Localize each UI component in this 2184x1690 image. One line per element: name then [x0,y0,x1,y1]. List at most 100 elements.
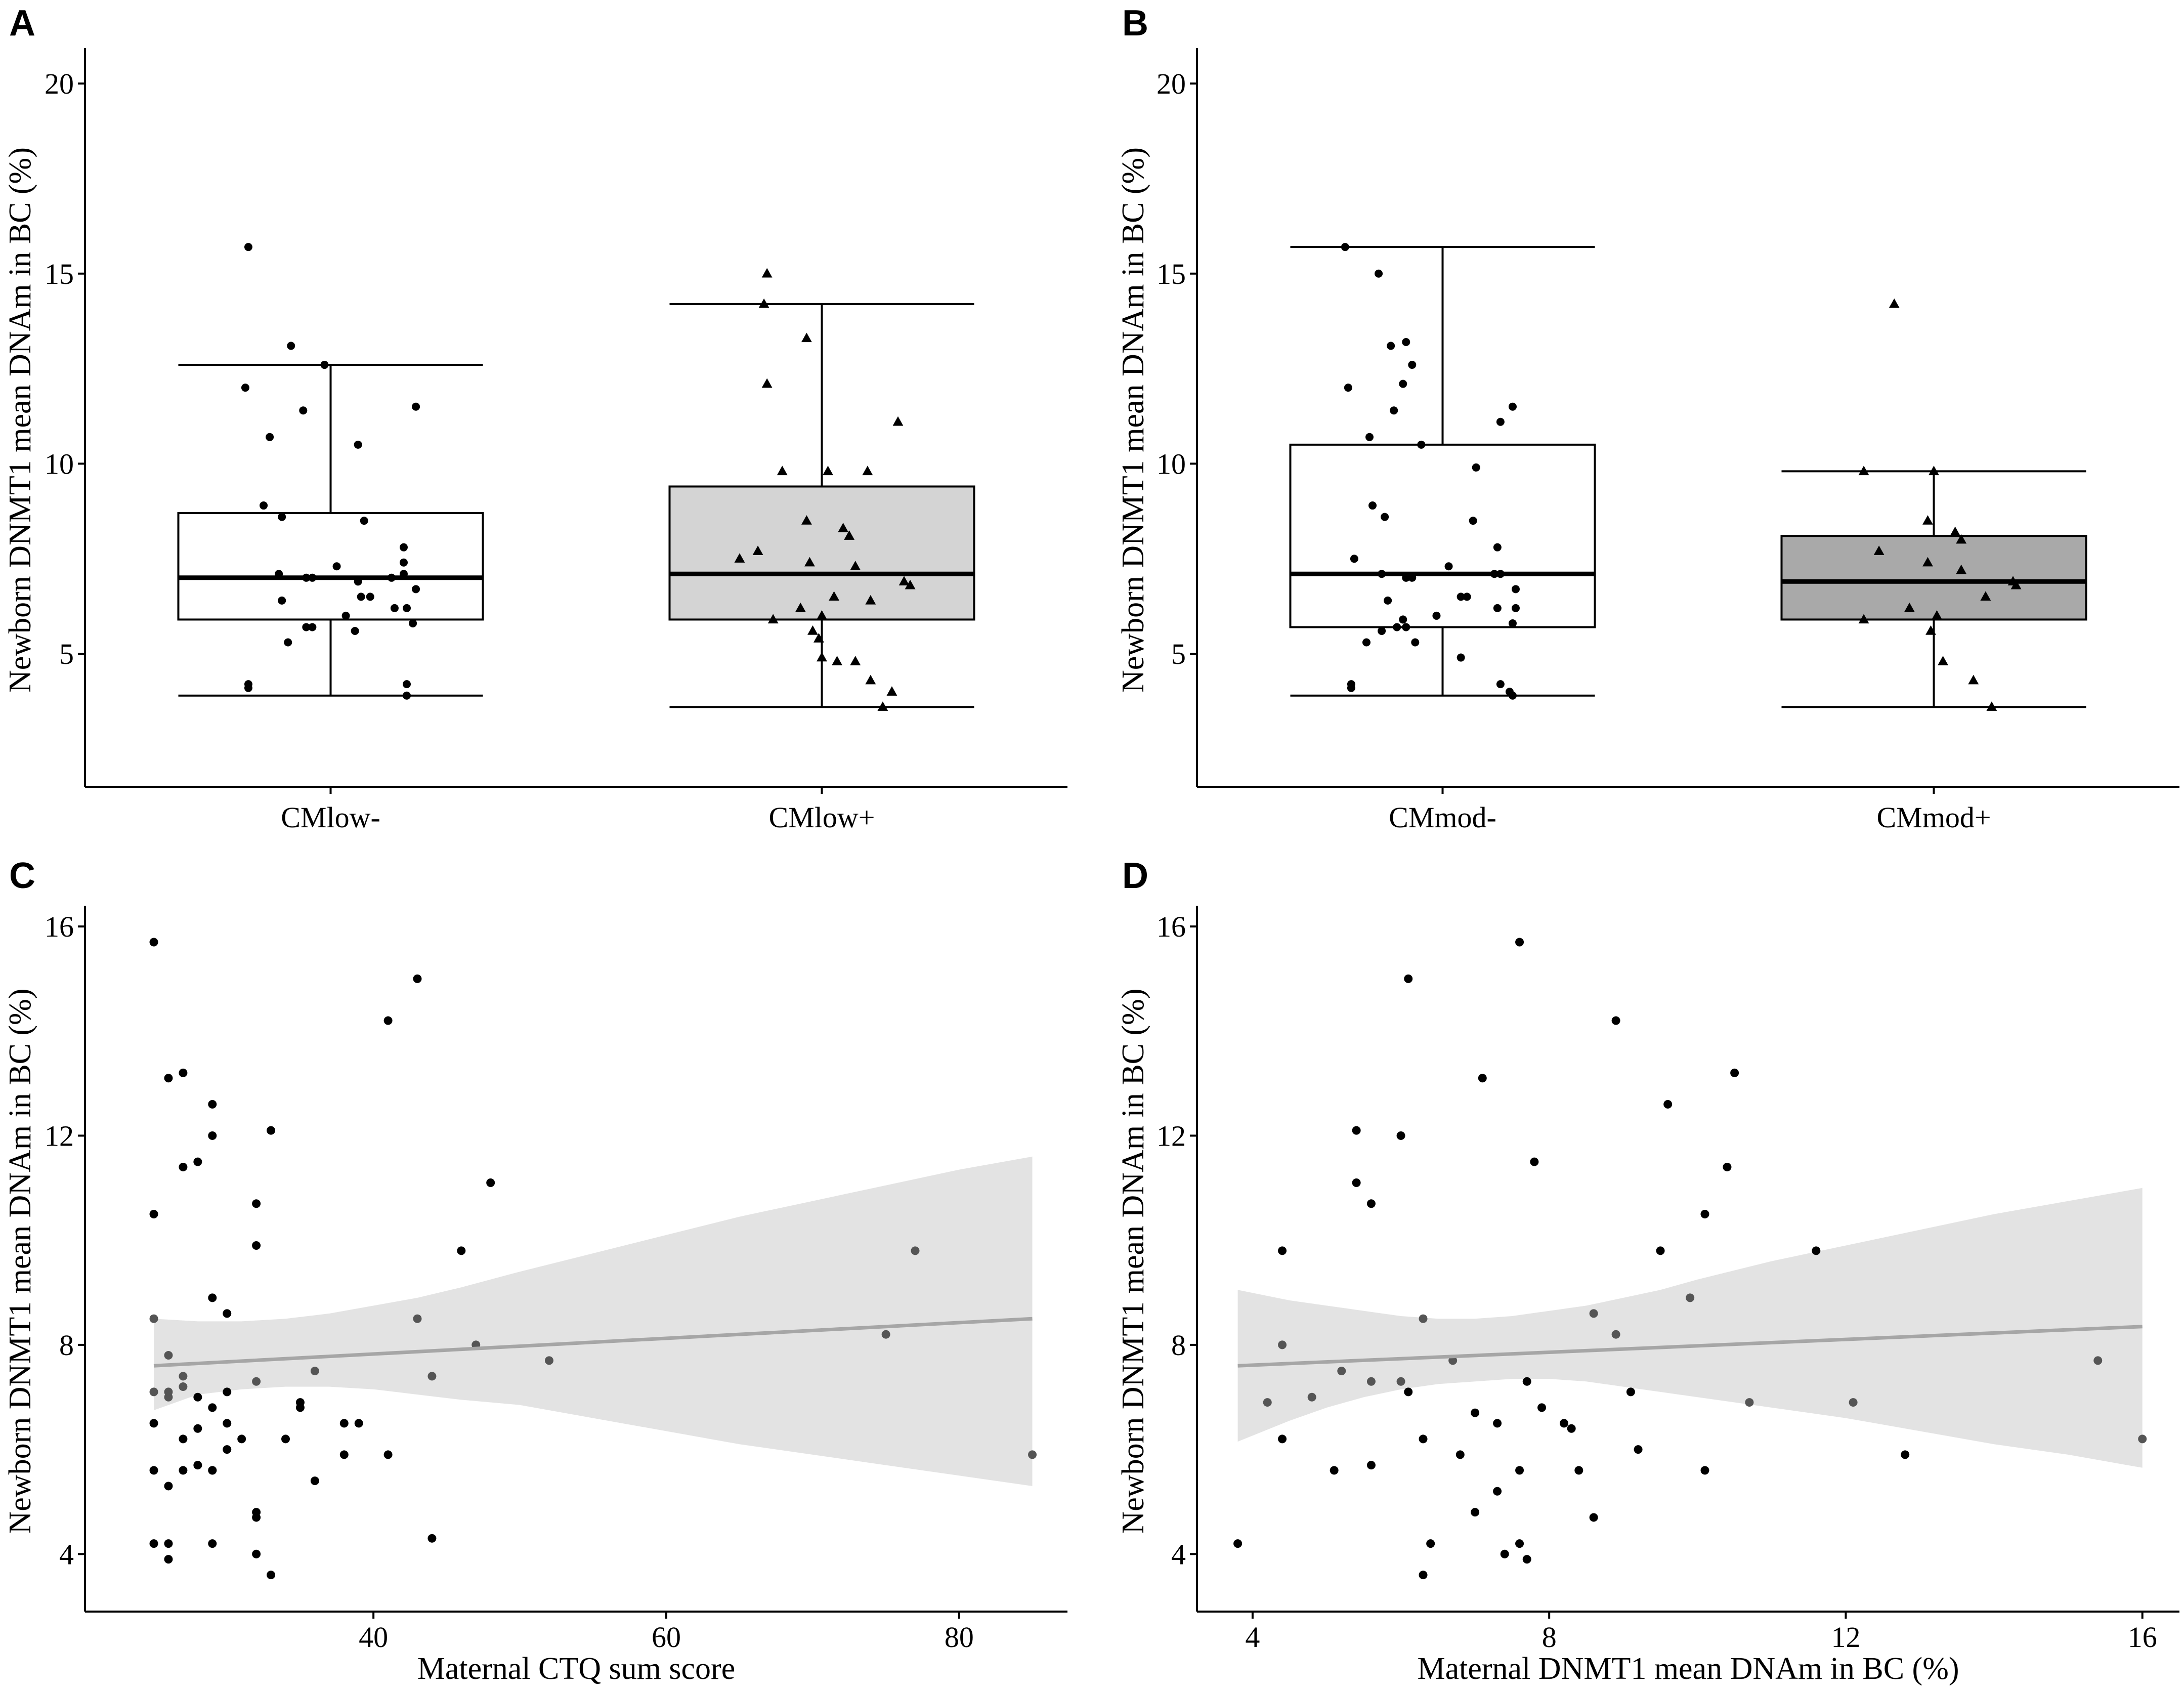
data-point [1700,1466,1709,1475]
data-point [1341,243,1349,251]
x-tick-label: 4 [1245,1621,1260,1654]
data-point [758,298,769,308]
y-tick-label: 10 [1157,447,1186,480]
data-point [1344,384,1352,392]
data-point [399,570,408,578]
data-point [308,573,317,582]
data-point [1419,1314,1428,1323]
boxplot-CMlow- [177,243,484,700]
y-tick-label: 16 [45,910,74,943]
data-point [208,1100,217,1109]
data-point [149,938,158,947]
data-point [1471,1408,1480,1417]
data-point [1444,562,1453,571]
data-point [1278,1246,1287,1255]
data-point [149,1419,158,1428]
data-point [252,1241,261,1250]
data-point [1417,440,1426,449]
y-tick-label: 4 [1171,1538,1186,1571]
data-point [1493,543,1502,552]
data-point [1278,1340,1287,1349]
data-point [354,577,362,586]
data-point [179,1466,188,1475]
data-point [1352,1126,1361,1135]
y-axis-label-c: Newborn DNMT1 mean DNAm in BC (%) [3,989,37,1534]
data-point [1408,573,1417,582]
data-point [341,611,350,620]
data-point [1745,1398,1754,1407]
data-point [1574,1466,1583,1475]
data-point [252,1377,261,1386]
x-tick-label: CMmod- [1389,801,1496,834]
iqr-box [1289,443,1596,628]
boxplot-CMmod+ [1780,298,2087,711]
data-point [862,466,873,476]
data-point [413,974,422,983]
data-point [1366,1461,1376,1470]
data-point [1478,1074,1487,1083]
x-tick-label: CMlow- [281,801,380,834]
data-point [223,1445,232,1454]
iqr-box [668,485,975,621]
x-tick-label: 80 [945,1621,974,1654]
data-point [149,1314,158,1323]
data-point [1589,1309,1598,1318]
data-point [911,1246,920,1255]
data-point [179,1068,188,1077]
data-point [881,1330,890,1339]
data-point [1457,653,1465,662]
data-point [1686,1293,1695,1302]
data-point [1490,570,1498,578]
data-point [1932,610,1942,620]
data-point [2010,579,2022,589]
data-point [278,596,286,605]
data-point [813,632,824,643]
y-tick-label: 12 [1157,1119,1186,1152]
data-point [1812,1246,1821,1255]
data-point [1567,1424,1576,1433]
data-point [252,1513,261,1522]
data-point [412,585,420,594]
data-point [1378,626,1386,635]
data-point [1956,564,1967,574]
panel-b: B 5 10 15 20 CMmod- CMmod+ Newborn DNMT1 mean… [1116,3,2179,834]
data-point [179,1434,188,1444]
data-point [1278,1434,1287,1444]
data-point [281,1434,290,1444]
data-point [2138,1434,2147,1444]
data-point [1419,1571,1428,1580]
data-point [1511,585,1520,594]
data-point [817,652,827,662]
data-point [149,1387,158,1397]
panel-d: D 4 8 12 16 4 8 12 16 Newborn DNMT1 mean DNAm i… [1116,856,2179,1686]
data-point [193,1392,202,1402]
data-point [308,623,317,631]
data-point [1378,570,1386,578]
panel-a: A 5 10 15 20 CMlow- CMlow+ Newborn DNMT1 mean… [3,3,1067,834]
x-tick-label: 60 [652,1621,681,1654]
data-point [1402,573,1410,582]
y-tick-label: 15 [1157,258,1186,290]
data-point [149,1466,158,1475]
data-point [1028,1450,1037,1459]
data-point [823,466,833,476]
data-point [1457,593,1465,601]
y-axis-label-a: Newborn DNMT1 mean DNAm in BC (%) [3,147,37,693]
data-point [310,1476,319,1486]
x-tick-label: 16 [2128,1621,2157,1654]
data-point [1950,526,1961,536]
y-tick-label: 12 [45,1119,74,1152]
confidence-band [154,1156,1033,1486]
data-point [1980,591,1991,601]
y-axis-label-d: Newborn DNMT1 mean DNAm in BC (%) [1116,989,1150,1534]
data-point [164,1555,173,1564]
data-point [1508,402,1517,411]
panel-letter-c: C [9,856,35,896]
data-point [383,1450,393,1459]
data-point [390,604,399,612]
data-point [1402,623,1410,631]
data-point [266,433,274,441]
data-point [1496,680,1505,689]
data-point [1337,1367,1346,1376]
data-point [1493,1487,1502,1496]
